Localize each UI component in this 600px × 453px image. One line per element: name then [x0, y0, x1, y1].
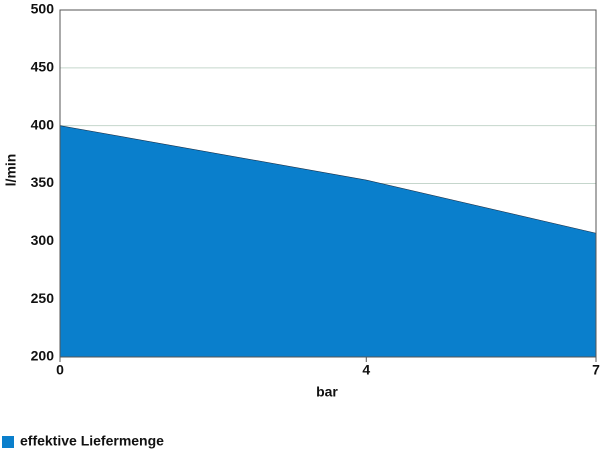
- plot-border: [59, 9, 597, 358]
- y-tick-label: 350: [31, 174, 55, 190]
- area: [59, 125, 597, 358]
- y-tick-label: 300: [31, 232, 55, 248]
- x-axis-label: bar: [316, 384, 338, 400]
- legend-swatch: [2, 436, 14, 448]
- x-tick-label: 4: [362, 362, 370, 378]
- y-tick-label: 500: [31, 1, 55, 17]
- legend-label: effektive Liefermenge: [20, 433, 164, 449]
- x-tick-label: 0: [56, 362, 64, 378]
- y-tick-label: 400: [31, 116, 55, 132]
- y-tick-label: 200: [31, 348, 55, 364]
- x-tick-label: 7: [592, 362, 600, 378]
- y-tick-label: 250: [31, 290, 55, 306]
- y-axis-label: l/min: [3, 154, 19, 187]
- y-tick-label: 450: [31, 59, 55, 75]
